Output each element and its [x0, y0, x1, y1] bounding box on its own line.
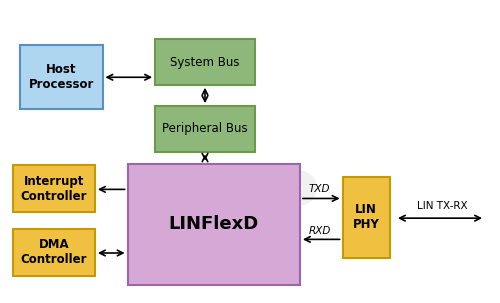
Text: DMA
Controller: DMA Controller — [20, 238, 87, 266]
Text: Interrupt
Controller: Interrupt Controller — [20, 175, 87, 203]
FancyBboxPatch shape — [12, 229, 95, 276]
Text: Host
Processor: Host Processor — [28, 63, 94, 91]
FancyBboxPatch shape — [20, 45, 102, 109]
FancyBboxPatch shape — [342, 177, 390, 258]
FancyBboxPatch shape — [155, 106, 255, 152]
Text: LIN
PHY: LIN PHY — [353, 203, 380, 231]
FancyBboxPatch shape — [12, 165, 95, 212]
Text: LIN TX-RX: LIN TX-RX — [417, 201, 468, 211]
Text: System Bus: System Bus — [170, 56, 240, 68]
Text: RXD: RXD — [308, 226, 331, 236]
Text: NXP: NXP — [140, 166, 320, 240]
FancyBboxPatch shape — [128, 164, 300, 285]
FancyBboxPatch shape — [155, 39, 255, 85]
Text: LINFlexD: LINFlexD — [168, 215, 259, 233]
Text: TXD: TXD — [308, 184, 330, 194]
Text: Peripheral Bus: Peripheral Bus — [162, 122, 248, 135]
